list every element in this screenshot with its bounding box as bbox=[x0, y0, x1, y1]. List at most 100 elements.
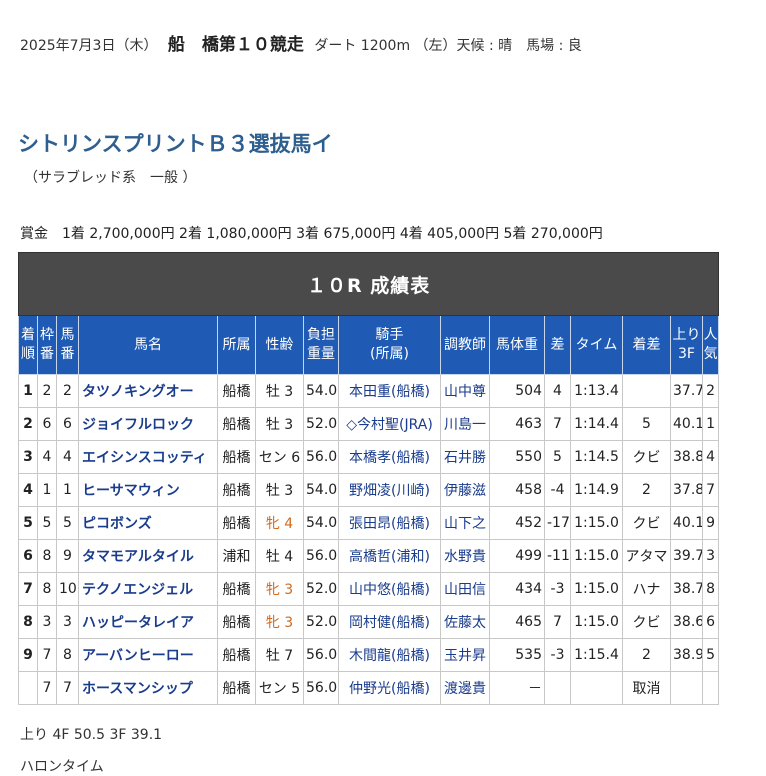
cell-sex-age: 牝 3 bbox=[255, 605, 304, 639]
cell-popularity: 5 bbox=[701, 638, 720, 672]
cell-time: 1:15.0 bbox=[570, 605, 623, 639]
trainer-link[interactable]: 水野貴 bbox=[440, 539, 490, 573]
cell-weight-carried: 54.0 bbox=[303, 374, 339, 408]
trainer-link[interactable]: 渡邊貴 bbox=[440, 671, 490, 705]
trainer-link[interactable]: 玉井昇 bbox=[440, 638, 490, 672]
cell-umaban: 2 bbox=[56, 374, 79, 408]
cell-margin: 5 bbox=[622, 407, 671, 441]
cell-affiliation: 浦和 bbox=[217, 539, 256, 573]
cell-rank bbox=[18, 671, 38, 705]
cell-affiliation: 船橋 bbox=[217, 605, 256, 639]
jockey-link[interactable]: 本田重(船橋) bbox=[338, 374, 441, 408]
horse-name-link[interactable]: ヒーサマウィン bbox=[78, 473, 218, 507]
jockey-link[interactable]: 山中悠(船橋) bbox=[338, 572, 441, 606]
cell-diff: -11 bbox=[544, 539, 571, 573]
cell-sex-age: 牡 7 bbox=[255, 638, 304, 672]
cell-umaban: 9 bbox=[56, 539, 79, 573]
trainer-link[interactable]: 伊藤滋 bbox=[440, 473, 490, 507]
cell-umaban: 10 bbox=[56, 572, 79, 606]
cell-margin: 2 bbox=[622, 638, 671, 672]
header-popularity: 人気 bbox=[701, 315, 720, 375]
cell-rank: 8 bbox=[18, 605, 38, 639]
cell-popularity: 6 bbox=[701, 605, 720, 639]
jockey-link[interactable]: 張田昂(船橋) bbox=[338, 506, 441, 540]
jockey-link[interactable]: 本橋孝(船橋) bbox=[338, 440, 441, 474]
cell-rank: 7 bbox=[18, 572, 38, 606]
jockey-link[interactable]: 仲野光(船橋) bbox=[338, 671, 441, 705]
table-row: 8 3 3 ハッピータレイア 船橋牝 3 52.0 岡村健(船橋) 佐藤太 465 7 1:15.0… bbox=[18, 605, 720, 639]
race-track-number: 船 橋第１０競走 bbox=[167, 35, 304, 55]
cell-time: 1:15.0 bbox=[570, 539, 623, 573]
cell-diff: -3 bbox=[544, 572, 571, 606]
cell-rank: 2 bbox=[18, 407, 38, 441]
horse-name-link[interactable]: ハッピータレイア bbox=[78, 605, 218, 639]
table-caption: １０R 成績表 bbox=[17, 252, 720, 316]
cell-time: 1:15.4 bbox=[570, 638, 623, 672]
horse-name-link[interactable]: タマモアルタイル bbox=[78, 539, 218, 573]
cell-diff: 5 bbox=[544, 440, 571, 474]
cell-umaban: 8 bbox=[56, 638, 79, 672]
horse-name-link[interactable]: ジョイフルロック bbox=[78, 407, 218, 441]
cell-affiliation: 船橋 bbox=[217, 374, 256, 408]
cell-diff: -3 bbox=[544, 638, 571, 672]
jockey-link[interactable]: 木間龍(船橋) bbox=[338, 638, 441, 672]
jockey-link[interactable]: ◇今村聖(JRA) bbox=[338, 407, 441, 441]
cell-popularity: 2 bbox=[701, 374, 720, 408]
jockey-link[interactable]: 岡村健(船橋) bbox=[338, 605, 441, 639]
header-trainer: 調教師 bbox=[440, 315, 490, 375]
header-umaban: 馬番 bbox=[56, 315, 79, 375]
cell-weight-carried: 56.0 bbox=[303, 671, 339, 705]
header-time: タイム bbox=[570, 315, 623, 375]
cell-margin: クビ bbox=[622, 506, 671, 540]
race-date: 2025年7月3日（木） bbox=[20, 38, 158, 54]
horse-name-link[interactable]: ホースマンシップ bbox=[78, 671, 218, 705]
horse-name-link[interactable]: アーバンヒーロー bbox=[78, 638, 218, 672]
cell-sex-age: 牝 4 bbox=[255, 506, 304, 540]
cell-affiliation: 船橋 bbox=[217, 671, 256, 705]
cell-margin: 取消 bbox=[622, 671, 671, 705]
jockey-link[interactable]: 高橋哲(浦和) bbox=[338, 539, 441, 573]
results-table: １０R 成績表 着順 枠番 馬番 馬名 所属 性齢 負担 重量 騎手 (所属) 調教… bbox=[17, 252, 720, 705]
cell-waku: 8 bbox=[37, 539, 57, 573]
cell-waku: 7 bbox=[37, 638, 57, 672]
cell-body-weight: 452 bbox=[489, 506, 545, 540]
cell-margin: クビ bbox=[622, 440, 671, 474]
jockey-link[interactable]: 野畑凌(川崎) bbox=[338, 473, 441, 507]
trainer-link[interactable]: 山田信 bbox=[440, 572, 490, 606]
cell-margin: ハナ bbox=[622, 572, 671, 606]
cell-waku: 7 bbox=[37, 671, 57, 705]
trainer-link[interactable]: 石井勝 bbox=[440, 440, 490, 474]
trainer-link[interactable]: 佐藤太 bbox=[440, 605, 490, 639]
cell-rank: 6 bbox=[18, 539, 38, 573]
cell-popularity bbox=[701, 671, 720, 705]
cell-body-weight: 458 bbox=[489, 473, 545, 507]
cell-weight-carried: 54.0 bbox=[303, 506, 339, 540]
cell-time: 1:13.4 bbox=[570, 374, 623, 408]
header-rank: 着順 bbox=[18, 315, 38, 375]
cell-affiliation: 船橋 bbox=[217, 572, 256, 606]
cell-affiliation: 船橋 bbox=[217, 440, 256, 474]
table-row: 5 5 5 ピコボンズ 船橋牝 4 54.0 張田昂(船橋) 山下之 452 -17 1:15.0 ク… bbox=[18, 506, 720, 540]
agari-times: 上り 4F 50.5 3F 39.1 bbox=[20, 727, 163, 743]
trainer-link[interactable]: 川島一 bbox=[440, 407, 490, 441]
cell-time: 1:15.0 bbox=[570, 506, 623, 540]
cell-body-weight: 550 bbox=[489, 440, 545, 474]
cell-sex-age: セン 5 bbox=[255, 671, 304, 705]
header-jockey: 騎手 (所属) bbox=[338, 315, 441, 375]
trainer-link[interactable]: 山中尊 bbox=[440, 374, 490, 408]
horse-name-link[interactable]: テクノエンジェル bbox=[78, 572, 218, 606]
cell-rank: 1 bbox=[18, 374, 38, 408]
horse-name-link[interactable]: エイシンスコッティ bbox=[78, 440, 218, 474]
horse-name-link[interactable]: タツノキングオー bbox=[78, 374, 218, 408]
cell-time: 1:15.0 bbox=[570, 572, 623, 606]
table-row: 2 6 6 ジョイフルロック 船橋牡 3 52.0 ◇今村聖(JRA) 川島一 463 7 1:14… bbox=[18, 407, 720, 441]
cell-umaban: 6 bbox=[56, 407, 79, 441]
trainer-link[interactable]: 山下之 bbox=[440, 506, 490, 540]
cell-affiliation: 船橋 bbox=[217, 638, 256, 672]
cell-body-weight: 465 bbox=[489, 605, 545, 639]
horse-name-link[interactable]: ピコボンズ bbox=[78, 506, 218, 540]
cell-waku: 8 bbox=[37, 572, 57, 606]
cell-rank: 9 bbox=[18, 638, 38, 672]
cell-diff: -4 bbox=[544, 473, 571, 507]
race-conditions: ダート 1200m （左）天候 : 晴 馬場 : 良 bbox=[314, 38, 582, 54]
